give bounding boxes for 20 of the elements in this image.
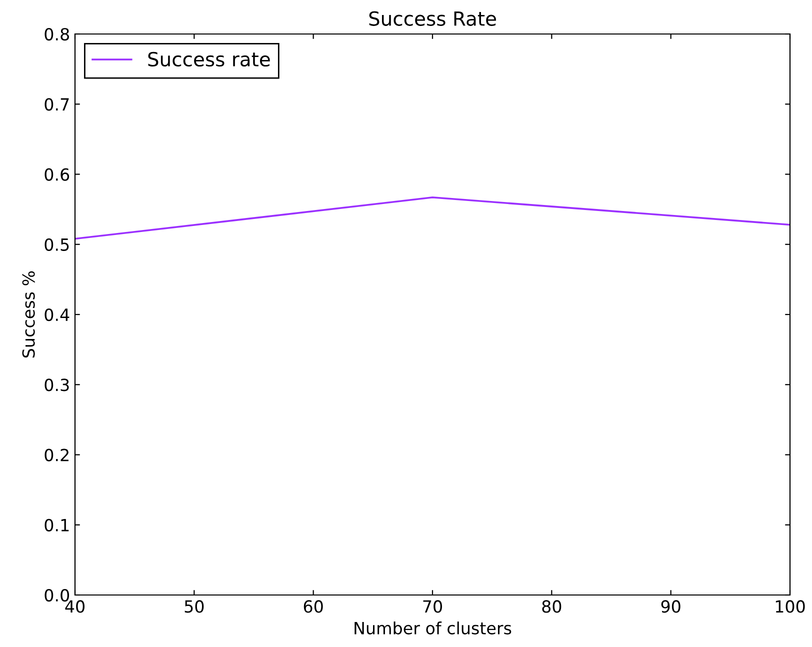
y-tick-label: 0.4 (44, 308, 70, 322)
y-tick-label: 0.6 (44, 168, 70, 181)
y-axis-title: Success % (22, 271, 35, 358)
x-tick-label: 70 (423, 600, 442, 613)
x-tick-label: 100 (776, 600, 805, 613)
x-axis-title: Number of clusters (354, 622, 512, 634)
x-tick-label: 60 (304, 600, 323, 613)
y-tick-label: 0.5 (44, 238, 69, 251)
x-tick-label: 40 (65, 600, 84, 613)
y-tick-label: 0.2 (44, 448, 68, 462)
x-tick-label: 50 (184, 600, 204, 613)
chart-title: Success Rate (369, 11, 496, 26)
y-tick-label: 0.8 (44, 28, 69, 41)
y-tick-label: 0.0 (44, 588, 70, 602)
x-tick-label: 80 (542, 600, 562, 613)
y-tick-label: 0.3 (44, 378, 69, 392)
y-tick-label: 0.7 (44, 98, 69, 111)
x-tick-label: 90 (661, 600, 680, 613)
y-tick-label: 0.1 (44, 518, 69, 532)
legend-label: Success rate (148, 52, 270, 67)
